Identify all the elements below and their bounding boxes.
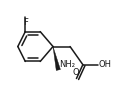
Text: O: O <box>72 68 79 77</box>
Text: F: F <box>23 18 28 27</box>
Text: OH: OH <box>99 60 112 69</box>
Polygon shape <box>53 47 60 70</box>
Text: NH₂: NH₂ <box>59 60 75 69</box>
